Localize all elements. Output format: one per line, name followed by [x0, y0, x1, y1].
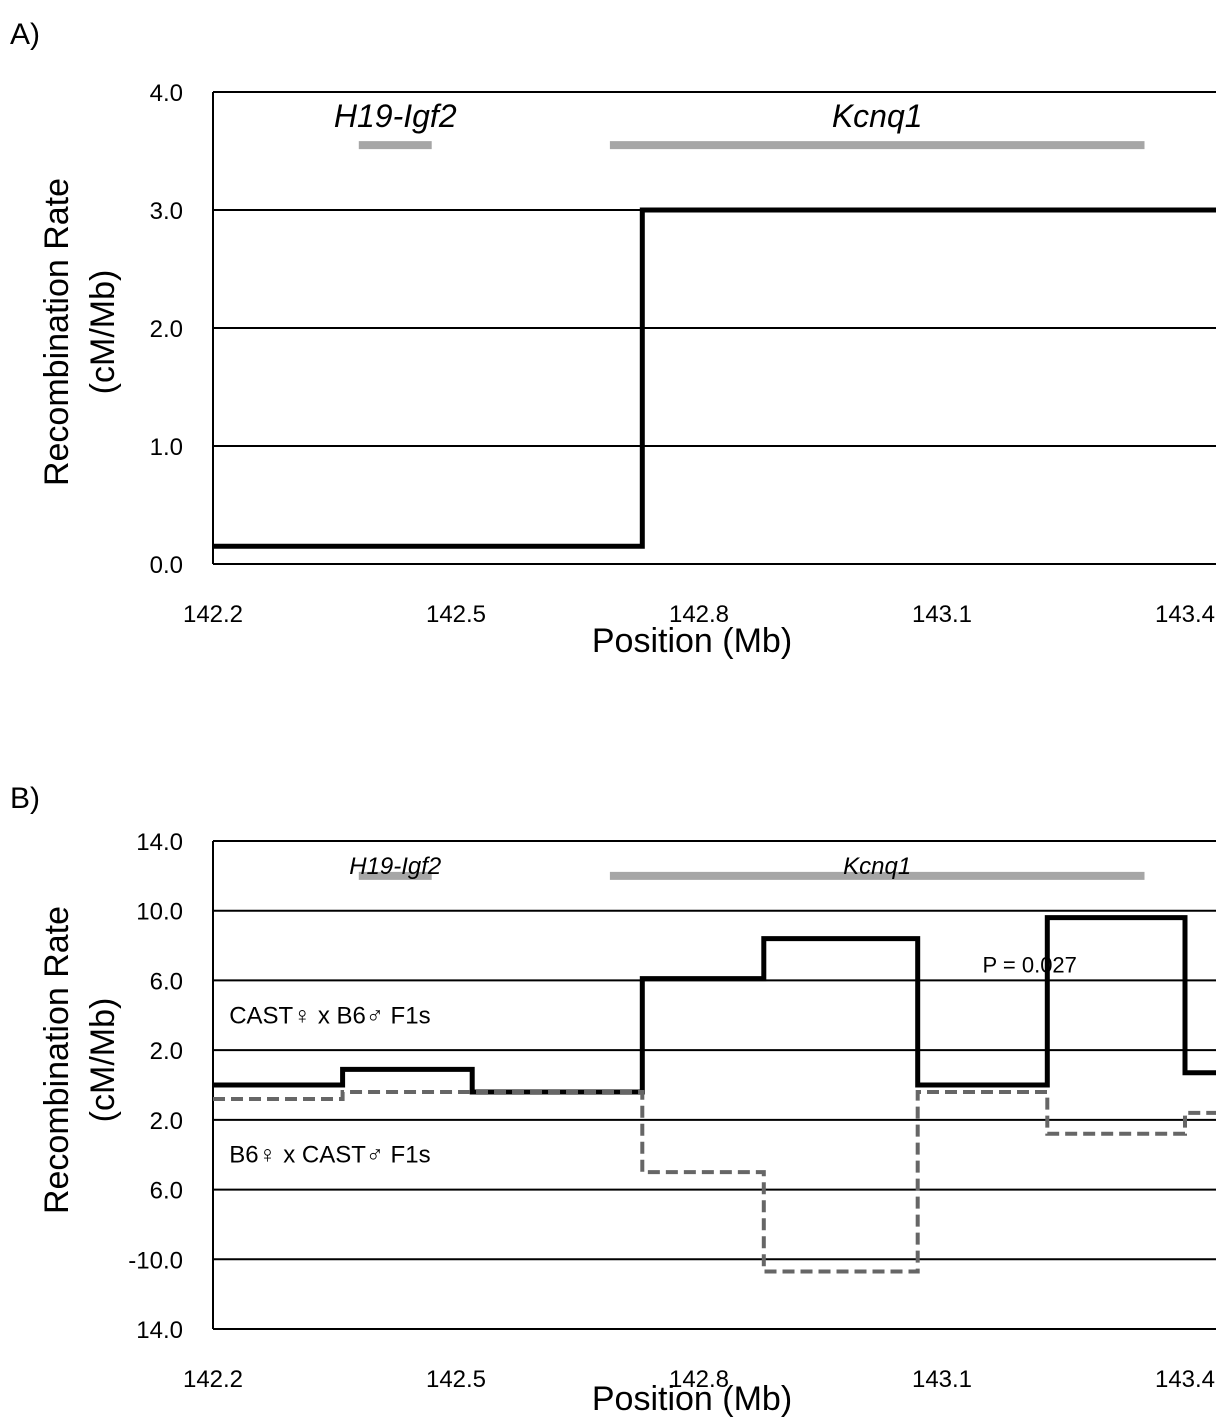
panel-a-y-axis-label-line2: (cM/Mb) — [84, 270, 122, 395]
panel-b-x-tick-label: 142.8 — [669, 1366, 729, 1393]
panel-a-y-tick-label: 2.0 — [150, 316, 183, 343]
panel-a-region-label: Kcnq1 — [832, 98, 923, 134]
panel-b-y-tick-label: 6.0 — [150, 1178, 183, 1205]
panel-b-y-tick-label: -10.0 — [128, 1247, 183, 1274]
panel-a-x-tick-label: 142.8 — [669, 601, 729, 628]
panel-a-y-tick-label: 3.0 — [150, 198, 183, 225]
panel-b-region-label: Kcnq1 — [843, 853, 911, 880]
panel-a-y-tick-label: 1.0 — [150, 434, 183, 461]
panel-b-annotation: P = 0.027 — [983, 953, 1077, 978]
panel-b-x-tick-label: 143.1 — [912, 1366, 972, 1393]
panel-b-x-axis-label: Position (Mb) — [592, 1380, 792, 1418]
panel-a-label: A) — [10, 18, 40, 51]
panel-b-y-tick-label: 6.0 — [150, 968, 183, 995]
panel-a-region-label: H19-Igf2 — [334, 98, 457, 134]
panel-b-y-axis-label-line1: Recombination Rate — [38, 906, 76, 1214]
panel-b-y-axis-label-line2: (cM/Mb) — [84, 998, 122, 1123]
panel-b-y-tick-label: 14.0 — [136, 829, 183, 856]
panel-a-x-tick-label: 142.2 — [183, 601, 243, 628]
panel-a-x-tick-label: 143.4 — [1155, 601, 1215, 628]
panel-a-x-axis-label: Position (Mb) — [592, 622, 792, 660]
panel-b-series-dashed — [213, 1089, 1216, 1274]
panel-a-plot: 0.0 1.0 2.0 3.0 4.0 142.2 142.5 142.8 143.1 143.4… — [150, 80, 1216, 628]
panel-a-y-tick-label: 0.0 — [150, 552, 183, 579]
panel-b-series-solid — [213, 915, 1216, 1095]
panel-a-y-axis-label-line1: Recombination Rate — [38, 178, 76, 486]
panel-b-x-tick-label: 142.5 — [426, 1366, 486, 1393]
panel-b-y-tick-label: 2.0 — [150, 1038, 183, 1065]
panel-b-y-tick-label: 14.0 — [136, 1317, 183, 1344]
panel-b-annotation: B6♀ x CAST♂ F1s — [229, 1142, 430, 1169]
panel-b-region-label: H19-Igf2 — [349, 853, 441, 880]
panel-b-x-tick-label: 142.2 — [183, 1366, 243, 1393]
panel-b-annotation: CAST♀ x B6♂ F1s — [229, 1002, 430, 1029]
panel-b-y-tick-label: 2.0 — [150, 1108, 183, 1135]
panel-b-y-tick-label: 10.0 — [136, 899, 183, 926]
panel-a-y-tick-label: 4.0 — [150, 80, 183, 107]
panel-a-series-solid — [213, 207, 1216, 549]
panel-b-x-tick-label: 143.4 — [1155, 1366, 1215, 1393]
panel-a-x-tick-label: 143.1 — [912, 601, 972, 628]
panel-a-x-tick-label: 142.5 — [426, 601, 486, 628]
panel-b-label: B) — [10, 782, 40, 815]
